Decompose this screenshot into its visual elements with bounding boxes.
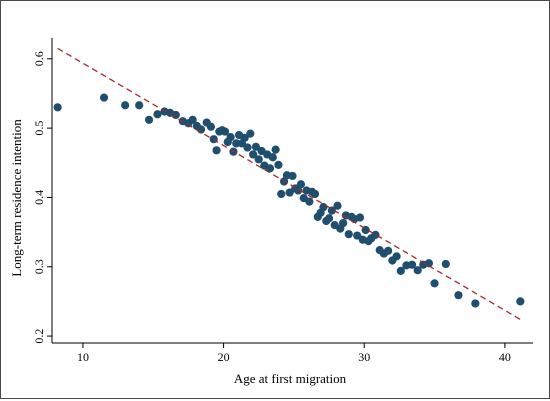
data-point [424,259,434,268]
data-point [53,103,62,112]
data-point [265,164,275,173]
axes: 10 20 30 40 0.2 0.3 0.4 0.5 0.6 [32,38,533,364]
y-axis-title: Long-term residence intention [9,119,24,277]
data-point [392,252,401,261]
data-point [274,160,283,169]
data-point [355,213,365,222]
x-tick-label: 40 [499,350,511,364]
data-point [305,197,314,206]
data-point [413,266,422,275]
data-point [144,115,154,124]
data-point [454,291,463,300]
x-tick-label: 10 [77,350,89,364]
x-tick-label: 30 [358,350,370,364]
data-point [339,218,348,228]
data-point [135,101,144,110]
data-point [319,203,328,212]
data-point [251,142,261,151]
data-point [296,180,306,189]
data-point [430,279,439,288]
data-point [344,230,353,239]
data-point [310,189,320,199]
data-point [277,189,286,199]
data-point [246,129,255,138]
data-point [220,127,230,136]
data-point [226,133,235,142]
data-point [240,133,249,142]
y-tick-label: 0.6 [32,51,46,66]
data-point [171,110,180,120]
data-point [294,186,303,195]
y-tick-label: 0.2 [32,329,46,344]
data-point [353,231,362,240]
data-point [285,188,294,197]
data-point [243,143,252,152]
data-point [516,297,525,306]
x-tick-label: 20 [218,350,230,364]
data-point [471,299,480,308]
y-tick-label: 0.3 [32,259,46,274]
data-point [288,171,297,181]
data-point [232,139,241,148]
data-point [196,125,206,134]
data-point [249,150,258,159]
data-point [153,110,162,119]
x-axis-title: Age at first migration [234,371,347,386]
y-tick-label: 0.4 [32,190,46,205]
data-point [121,101,130,110]
data-point [212,146,221,155]
data-point [99,93,109,102]
data-point [371,230,380,239]
data-point [254,155,263,164]
data-point [441,259,450,269]
data-point [271,145,280,154]
data-point [206,122,216,131]
y-tick-label: 0.5 [32,121,46,136]
data-point [268,153,277,162]
data-point [324,214,334,223]
data-point [384,246,393,255]
data-point [396,266,405,276]
data-point [407,260,417,269]
data-point [333,201,342,210]
data-point [188,115,197,124]
